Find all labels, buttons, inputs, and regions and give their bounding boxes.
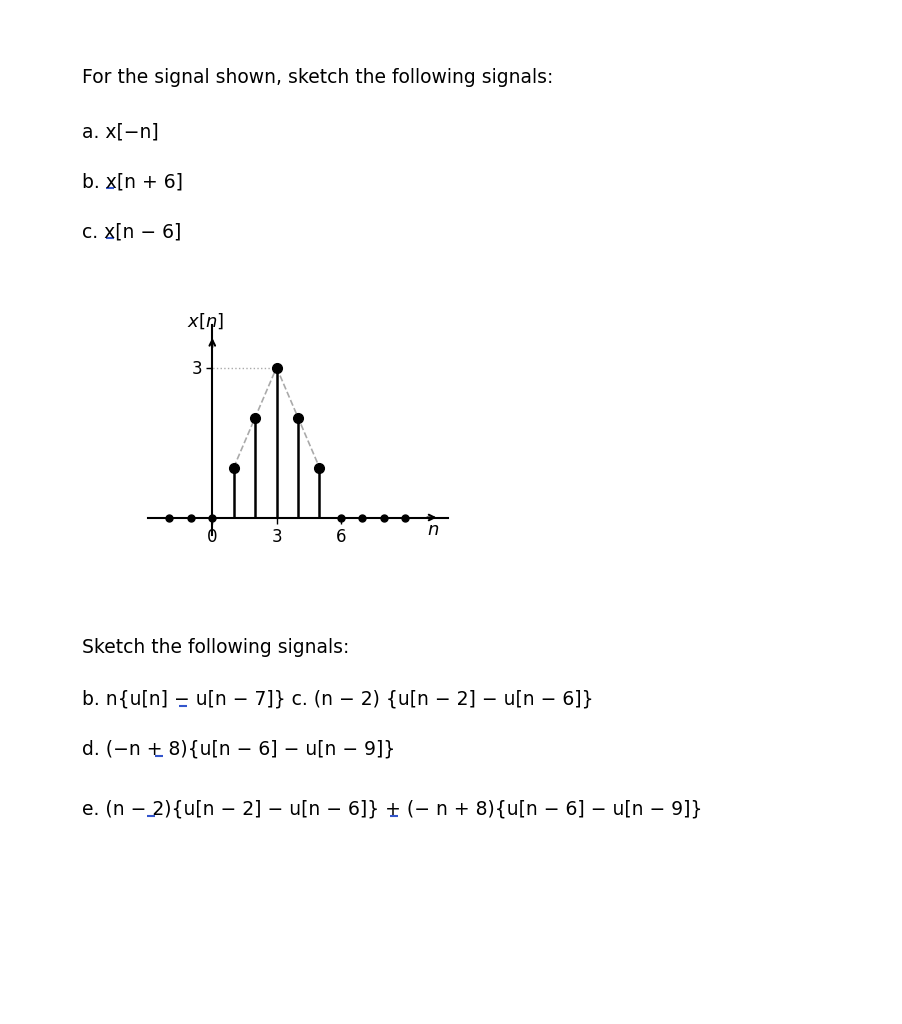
Text: b. x[n + 6]: b. x[n + 6]: [82, 172, 183, 191]
Text: d. (−n + 8){u[n − 6] − u[n − 9]}: d. (−n + 8){u[n − 6] − u[n − 9]}: [82, 740, 395, 759]
Text: a. x[−n]: a. x[−n]: [82, 122, 159, 141]
Text: For the signal shown, sketch the following signals:: For the signal shown, sketch the followi…: [82, 68, 553, 87]
Text: e. (n − 2){u[n − 2] − u[n − 6]} + (− n + 8){u[n − 6] − u[n − 9]}: e. (n − 2){u[n − 2] − u[n − 6]} + (− n +…: [82, 800, 703, 819]
Text: $n$: $n$: [427, 521, 439, 539]
Text: b. n{u[n] − u[n − 7]} c. (n − 2) {u[n − 2] − u[n − 6]}: b. n{u[n] − u[n − 7]} c. (n − 2) {u[n − …: [82, 690, 594, 709]
Text: $x[n]$: $x[n]$: [188, 311, 225, 331]
Text: Sketch the following signals:: Sketch the following signals:: [82, 638, 349, 657]
Text: c. x[n − 6]: c. x[n − 6]: [82, 222, 181, 241]
